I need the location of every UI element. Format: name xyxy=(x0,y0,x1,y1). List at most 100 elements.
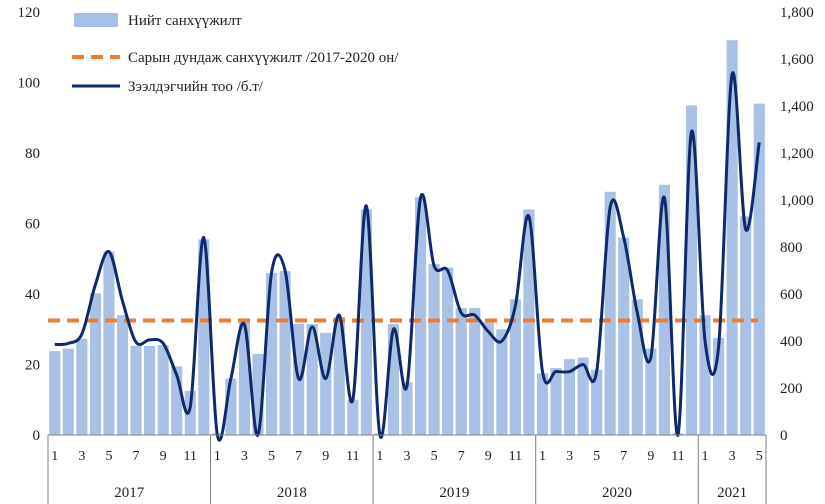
bar xyxy=(726,40,738,435)
bar xyxy=(62,348,74,435)
x-month-tick-label: 9 xyxy=(322,449,329,464)
legend-swatch-bar xyxy=(74,13,118,27)
bar xyxy=(157,345,169,435)
bar xyxy=(455,308,467,435)
x-month-tick-label: 11 xyxy=(184,449,197,464)
bar xyxy=(577,357,589,435)
bar xyxy=(591,369,603,435)
x-month-tick-label: 11 xyxy=(509,449,522,464)
bar xyxy=(740,216,752,435)
x-month-tick-label: 3 xyxy=(404,449,411,464)
bar xyxy=(414,197,427,435)
bar xyxy=(279,271,291,435)
y-left-tick-label: 80 xyxy=(25,146,40,162)
x-month-tick-label: 7 xyxy=(295,449,302,464)
bar xyxy=(171,366,183,435)
y-left-tick-label: 120 xyxy=(18,5,41,21)
bar xyxy=(130,345,142,435)
x-month-tick-label: 3 xyxy=(78,449,85,464)
bar xyxy=(482,322,494,435)
bar xyxy=(618,237,630,435)
x-month-tick-label: 5 xyxy=(756,449,763,464)
x-year-label: 2021 xyxy=(717,485,747,501)
x-month-tick-label: 5 xyxy=(593,449,600,464)
y-right-tick-label: 200 xyxy=(780,381,803,397)
bar xyxy=(265,272,278,435)
bar xyxy=(604,191,616,435)
y-right-tick-label: 1,800 xyxy=(780,5,814,21)
bar xyxy=(753,103,765,436)
x-year-label: 2020 xyxy=(602,485,632,501)
bar xyxy=(238,320,250,435)
y-right-tick-label: 0 xyxy=(780,428,788,444)
bar xyxy=(658,184,670,435)
x-month-tick-label: 7 xyxy=(620,449,627,464)
y-left-tick-label: 20 xyxy=(25,358,40,374)
bar xyxy=(401,382,413,435)
x-month-tick-label: 3 xyxy=(241,449,248,464)
y-right-tick-label: 600 xyxy=(780,287,803,303)
x-year-label: 2017 xyxy=(114,485,145,501)
x-month-tick-label: 5 xyxy=(105,449,112,464)
x-month-tick-label: 11 xyxy=(671,449,684,464)
bar xyxy=(184,390,196,435)
bar xyxy=(103,251,115,435)
bar xyxy=(320,332,332,435)
bar xyxy=(198,239,210,435)
bar xyxy=(442,267,454,435)
bar xyxy=(252,353,264,435)
borrowers-line xyxy=(54,71,761,442)
x-month-tick-label: 5 xyxy=(431,449,438,464)
bar xyxy=(509,299,521,435)
y-right-tick-label: 800 xyxy=(780,240,803,256)
x-month-tick-label: 1 xyxy=(539,449,546,464)
y-right-tick-label: 1,400 xyxy=(780,99,814,115)
legend-label-average-financing: Сарын дундаж санхүүжилт /2017-2020 он/ xyxy=(128,50,399,66)
x-year-label: 2018 xyxy=(277,485,307,501)
bar xyxy=(89,293,101,435)
x-month-tick-label: 7 xyxy=(133,449,140,464)
bar xyxy=(713,338,725,435)
y-left-tick-label: 100 xyxy=(18,76,41,92)
y-left-tick-label: 60 xyxy=(25,217,40,233)
bar xyxy=(699,315,711,435)
x-month-tick-label: 9 xyxy=(647,449,654,464)
x-month-tick-label: 1 xyxy=(376,449,383,464)
x-month-tick-label: 5 xyxy=(268,449,275,464)
bar xyxy=(49,351,61,435)
y-left-tick-label: 40 xyxy=(25,287,40,303)
bar xyxy=(347,399,359,435)
bar xyxy=(631,299,643,435)
bar xyxy=(225,378,237,435)
x-year-label: 2019 xyxy=(439,485,469,501)
bar xyxy=(469,308,481,435)
x-month-tick-label: 1 xyxy=(51,449,58,464)
bar xyxy=(333,316,345,435)
x-month-tick-label: 3 xyxy=(566,449,573,464)
x-month-tick-label: 9 xyxy=(160,449,167,464)
y-right-tick-label: 1,200 xyxy=(780,146,814,162)
x-month-tick-label: 11 xyxy=(346,449,359,464)
bar xyxy=(550,368,562,435)
legend-label-borrowers: Зээлдэгчийн тоо /б.т/ xyxy=(128,79,264,95)
borrowers-line-series xyxy=(54,71,761,442)
y-left-tick-label: 0 xyxy=(33,428,41,444)
bar xyxy=(387,323,400,435)
x-month-tick-label: 1 xyxy=(214,449,221,464)
bar xyxy=(645,348,657,435)
y-right-tick-label: 1,000 xyxy=(780,193,814,209)
bar xyxy=(564,359,576,435)
x-month-tick-label: 1 xyxy=(702,449,709,464)
legend: Нийт санхүүжилт Сарын дундаж санхүүжилт … xyxy=(72,13,399,95)
bar-series-total-financing xyxy=(49,40,765,436)
bar xyxy=(360,209,372,435)
y-right-tick-label: 400 xyxy=(780,334,803,350)
x-month-tick-label: 9 xyxy=(485,449,492,464)
bar xyxy=(496,329,508,435)
bar xyxy=(144,345,156,435)
x-month-tick-label: 7 xyxy=(458,449,465,464)
bar xyxy=(306,323,318,435)
y-right-tick-label: 1,600 xyxy=(780,52,814,68)
bar xyxy=(116,315,129,435)
